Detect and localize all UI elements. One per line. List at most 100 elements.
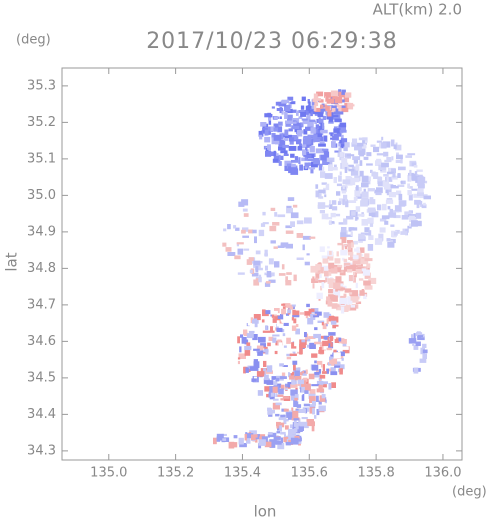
echo-cell [329, 220, 332, 225]
echo-cell [363, 280, 371, 286]
echo-cell [315, 190, 320, 198]
echo-cell [357, 213, 365, 217]
echo-cell [401, 215, 409, 220]
echo-cell [325, 277, 328, 283]
echo-cell [341, 157, 348, 163]
echo-cell [361, 219, 369, 226]
echo-cell [340, 249, 348, 256]
echo-cell [243, 248, 250, 251]
echo-cell [407, 153, 416, 156]
echo-cell [395, 142, 398, 146]
echo-cell [275, 394, 284, 397]
echo-cell [299, 421, 308, 428]
echo-cell [416, 169, 423, 172]
echo-cell [290, 221, 295, 227]
echo-cell [298, 130, 304, 134]
echo-cell [411, 334, 414, 340]
echo-cell [330, 167, 338, 171]
echo-cell [332, 96, 338, 100]
echo-cell [298, 360, 307, 365]
echo-cell [270, 392, 275, 397]
echo-cell [385, 188, 392, 194]
echo-cell [250, 317, 253, 324]
echo-cell [341, 89, 346, 95]
echo-cell [292, 309, 300, 317]
echo-cell [333, 108, 340, 114]
echo-cell [328, 383, 332, 390]
echo-cell [362, 269, 370, 276]
echo-cell [345, 266, 353, 272]
echo-cell [417, 336, 425, 341]
echo-cell [353, 271, 356, 276]
echo-cell [318, 193, 322, 199]
echo-cell [346, 215, 354, 220]
echo-cell [227, 252, 236, 256]
echo-cell [270, 310, 278, 315]
echo-cell [318, 143, 326, 147]
echo-cell [333, 128, 339, 133]
y-tick-label: 34.4 [27, 407, 56, 422]
echo-cell [242, 227, 249, 232]
echo-cell [312, 283, 315, 289]
echo-cell [293, 274, 297, 282]
echo-cell [416, 331, 421, 339]
echo-cell [283, 345, 287, 348]
echo-cell [245, 433, 254, 439]
echo-cell [301, 339, 306, 343]
y-tick-label: 35.3 [27, 78, 56, 93]
echo-cell [411, 173, 416, 180]
echo-cell [319, 347, 322, 353]
echo-cell [319, 335, 328, 339]
echo-cell [262, 222, 269, 225]
echo-cell [367, 207, 376, 213]
echo-cell [256, 345, 264, 351]
echo-cell [284, 129, 289, 136]
echo-cell [313, 93, 318, 100]
echo-cell [400, 157, 403, 164]
echo-cell [245, 367, 249, 373]
echo-cell [271, 133, 276, 139]
echo-cell [318, 337, 321, 343]
echo-cell [391, 168, 396, 174]
echo-cell [387, 206, 391, 210]
echo-cell [393, 144, 397, 150]
echo-cell [348, 257, 354, 260]
echo-cell [382, 203, 387, 211]
echo-cell [273, 123, 279, 129]
echo-cell [335, 213, 341, 217]
echo-cell [363, 156, 369, 160]
echo-cell [320, 196, 324, 199]
echo-cell [331, 206, 338, 211]
echo-cell [268, 114, 273, 118]
echo-cell [350, 305, 357, 311]
echo-cell [322, 323, 327, 330]
echo-cell [334, 150, 341, 153]
echo-cell [299, 348, 303, 355]
echo-cell [278, 347, 286, 355]
echo-cell [276, 323, 279, 330]
echo-cell [377, 204, 382, 211]
echo-field [213, 89, 431, 450]
echo-cell [257, 390, 263, 396]
echo-cell [318, 384, 323, 390]
echo-cell [271, 312, 276, 318]
echo-cell [270, 326, 275, 333]
echo-cell [288, 146, 297, 151]
echo-cell [294, 370, 300, 378]
echo-cell [408, 186, 413, 189]
echo-cell [305, 369, 308, 374]
echo-cell [265, 325, 268, 330]
echo-cell [338, 142, 341, 147]
echo-cell [278, 273, 286, 276]
echo-cell [339, 297, 348, 305]
echo-cell [228, 441, 235, 449]
echo-cell [367, 188, 375, 192]
echo-cell [249, 269, 253, 274]
echo-cell [348, 168, 355, 172]
echo-cell [289, 375, 295, 380]
echo-cell [273, 150, 276, 157]
echo-cell [331, 97, 338, 105]
echo-cell [307, 317, 314, 325]
echo-cell [266, 380, 274, 385]
echo-cell [293, 364, 296, 371]
